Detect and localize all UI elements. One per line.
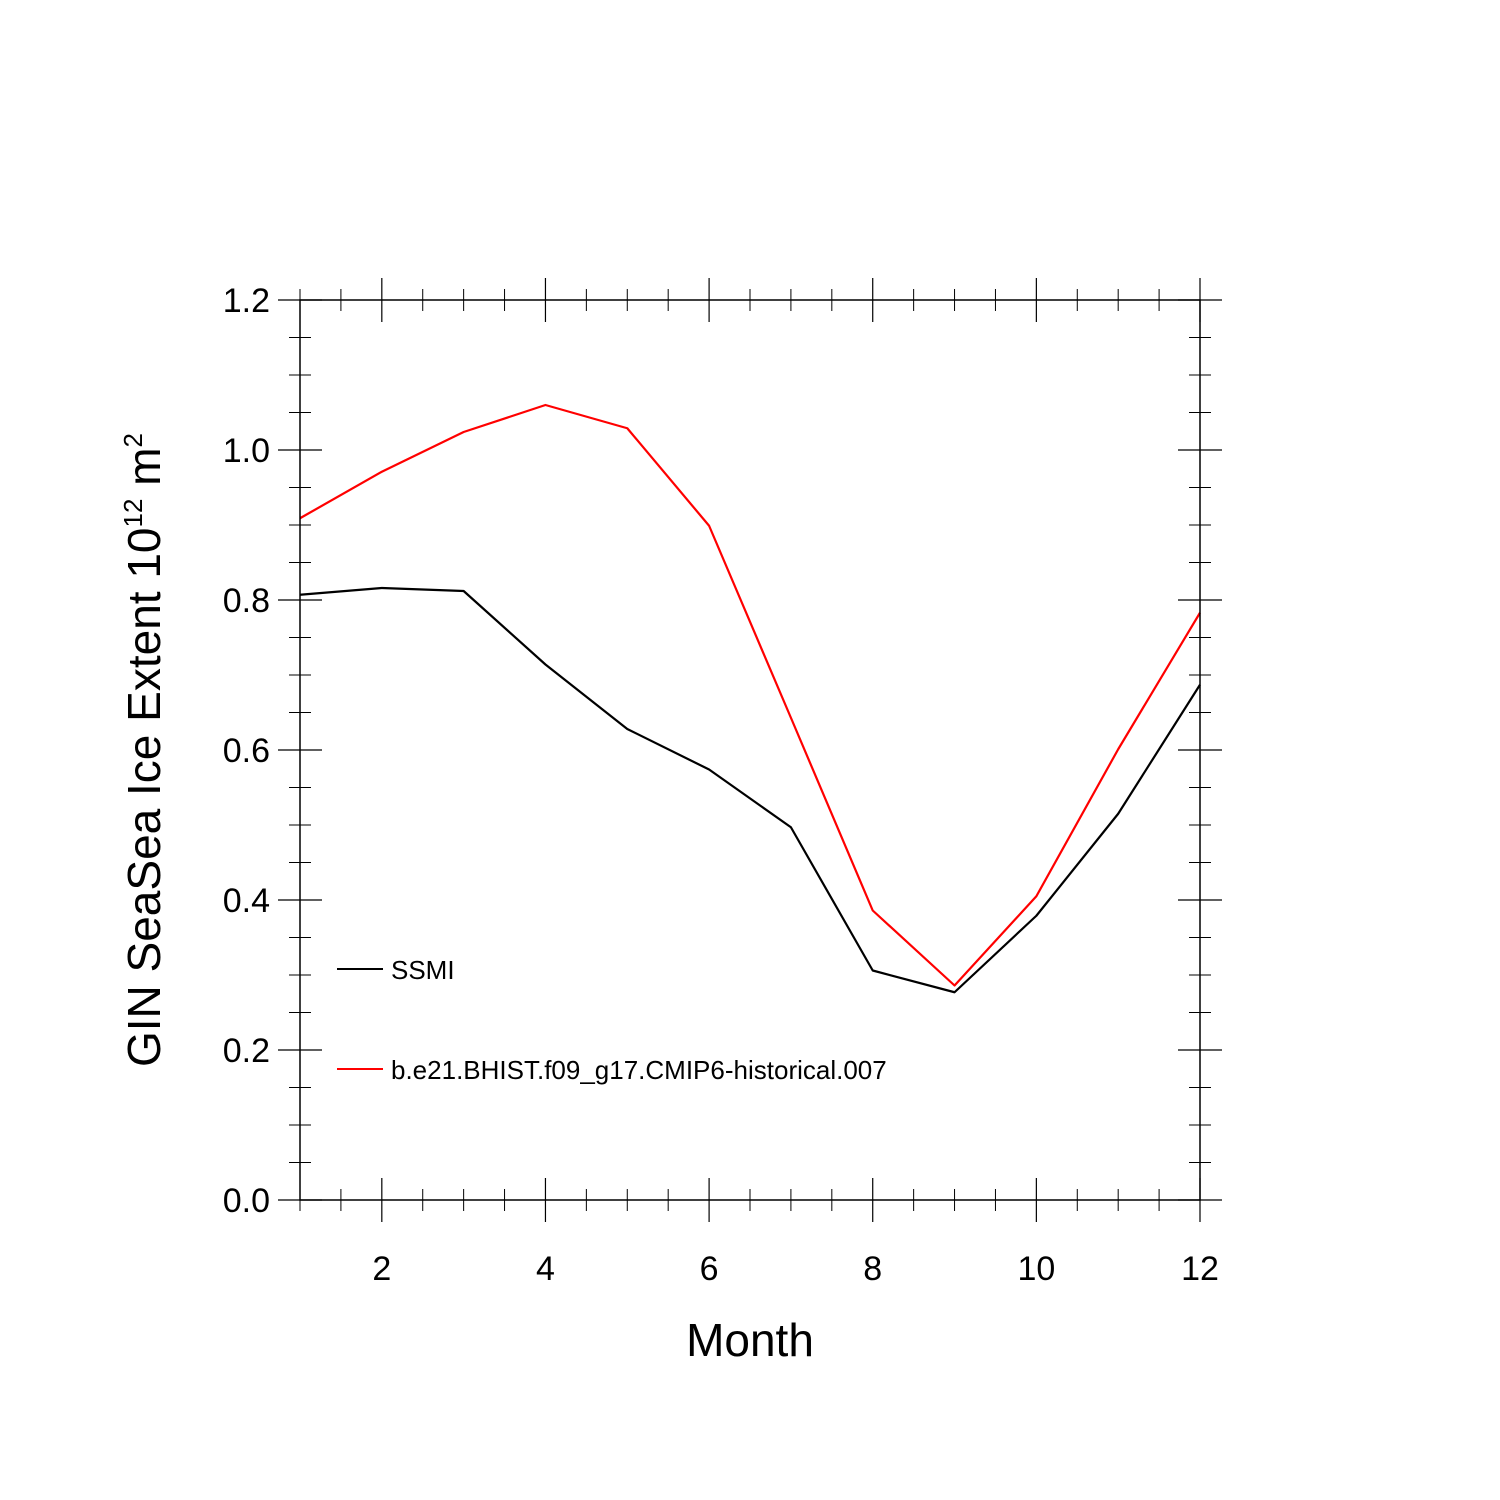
legend-label-model: b.e21.BHIST.f09_g17.CMIP6-historical.007	[391, 1055, 887, 1085]
y-tick-label: 0.2	[223, 1032, 270, 1070]
x-tick-label: 12	[1181, 1250, 1219, 1288]
y-axis-title: GIN SeaSea Ice Extent 1012 m2	[118, 433, 170, 1067]
y-axis-title-exponent: 12	[118, 499, 148, 528]
y-tick-label: 0.0	[223, 1182, 270, 1220]
x-tick-label: 8	[863, 1250, 882, 1288]
x-tick-label: 6	[700, 1250, 719, 1288]
plot-frame	[299, 299, 1201, 1201]
series-line-ssmi	[299, 586, 1201, 994]
legend: SSMI b.e21.BHIST.f09_g17.CMIP6-historica…	[337, 955, 887, 1085]
x-tick-label: 4	[536, 1250, 555, 1288]
y-axis-title-unit: m	[118, 447, 170, 498]
y-tick-label: 1.0	[223, 432, 270, 470]
series-lines	[299, 403, 1201, 994]
y-axis-title-unit-exponent: 2	[118, 433, 148, 447]
y-tick-label: 0.4	[223, 882, 270, 920]
y-tick-label: 1.2	[223, 282, 270, 320]
x-tick-label: 10	[1017, 1250, 1055, 1288]
x-tick-label: 2	[372, 1250, 391, 1288]
x-axis-title: Month	[686, 1314, 814, 1366]
y-tick-label: 0.6	[223, 732, 270, 770]
y-axis-title-prefix: GIN SeaSea Ice Extent 10	[118, 527, 170, 1067]
series-line-model	[299, 403, 1201, 987]
legend-label-ssmi: SSMI	[391, 955, 455, 985]
y-tick-label: 0.8	[223, 582, 270, 620]
tick-labels: 0.0 0.2 0.4 0.6 0.8 1.0 1.2 2 4 6 8 10 12	[223, 282, 1219, 1288]
